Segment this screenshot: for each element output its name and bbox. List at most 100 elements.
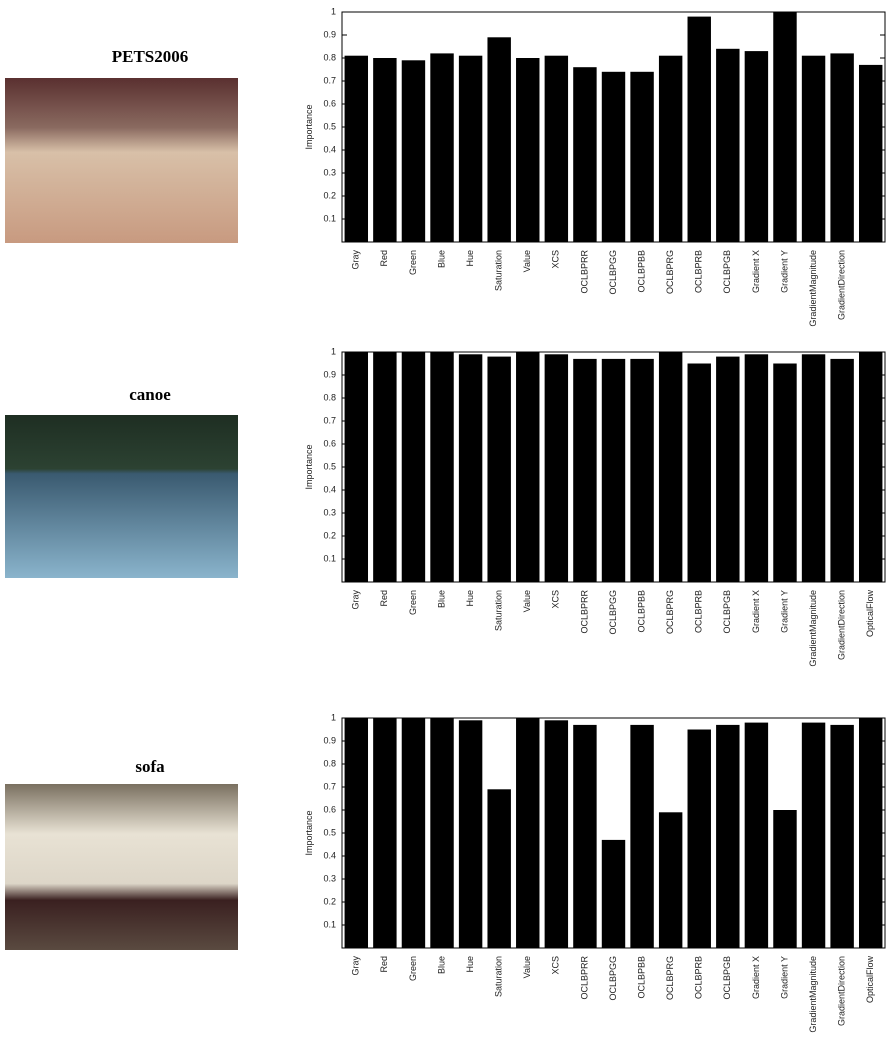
photo — [5, 78, 238, 243]
x-tick-label: OCLBPGG — [608, 956, 618, 1001]
y-axis-label: Importance — [304, 104, 314, 149]
x-tick-label: OCLBPRB — [694, 250, 704, 293]
y-tick-label: 0.4 — [323, 850, 336, 860]
y-tick-label: 0.9 — [323, 29, 336, 39]
bar — [373, 58, 397, 242]
y-tick-label: 0.6 — [323, 438, 336, 448]
bar — [430, 352, 454, 582]
bar — [458, 55, 483, 243]
y-tick-label: 0.2 — [323, 530, 336, 540]
x-tick-label: GradientDirection — [837, 590, 847, 660]
y-tick-label: 1 — [331, 6, 336, 16]
bar — [801, 722, 826, 948]
bar — [687, 363, 711, 582]
bar — [744, 51, 769, 242]
x-tick-label: Green — [408, 956, 418, 981]
bar — [658, 352, 683, 582]
bar — [630, 71, 654, 242]
y-tick-label: 1 — [331, 346, 336, 356]
x-tick-label: OCLBPRB — [694, 956, 704, 999]
y-tick-label: 0.1 — [323, 919, 336, 929]
y-tick-label: 0.6 — [323, 98, 336, 108]
y-tick-label: 0.2 — [323, 896, 336, 906]
bar — [544, 55, 569, 243]
x-tick-label: Blue — [436, 956, 446, 974]
y-tick-label: 0.8 — [323, 392, 336, 402]
y-tick-label: 0.5 — [323, 827, 336, 837]
bar — [344, 55, 369, 243]
bar — [658, 812, 683, 948]
x-tick-label: Saturation — [494, 956, 504, 997]
x-tick-label: Value — [522, 956, 532, 978]
bar — [573, 724, 597, 948]
bar — [516, 718, 540, 948]
x-tick-label: Green — [408, 250, 418, 275]
bar — [601, 839, 626, 948]
bar — [630, 358, 654, 582]
bar — [458, 354, 483, 582]
photo — [5, 415, 238, 578]
bar — [601, 358, 626, 582]
bar — [430, 53, 454, 243]
x-tick-label: OpticalFlow — [865, 590, 875, 638]
bar — [773, 363, 797, 582]
x-tick-label: OCLBPRR — [579, 250, 589, 294]
bar — [516, 352, 540, 582]
bar — [487, 356, 511, 582]
x-tick-label: OCLBPGB — [722, 956, 732, 1000]
bar — [858, 64, 883, 243]
bar — [687, 729, 711, 948]
y-tick-label: 0.8 — [323, 52, 336, 62]
bar — [830, 358, 854, 582]
y-tick-label: 0.4 — [323, 144, 336, 154]
chart-title: PETS2006 — [112, 47, 189, 66]
bar — [744, 354, 769, 582]
photo — [5, 784, 238, 950]
bar — [858, 718, 883, 948]
chart-title: sofa — [135, 757, 165, 776]
bar — [601, 71, 626, 242]
y-tick-label: 0.8 — [323, 758, 336, 768]
y-tick-label: 0.6 — [323, 804, 336, 814]
x-tick-label: OCLBPRG — [665, 250, 675, 294]
bar — [573, 358, 597, 582]
bar — [401, 60, 426, 242]
bar — [801, 354, 826, 582]
x-tick-label: Red — [379, 590, 389, 607]
x-tick-label: Gray — [351, 250, 361, 270]
x-tick-label: Green — [408, 590, 418, 615]
bar — [830, 724, 854, 948]
bar — [516, 58, 540, 242]
x-tick-label: OCLBPRR — [579, 590, 589, 634]
bar — [687, 16, 711, 242]
x-tick-label: Gradient X — [751, 590, 761, 633]
y-tick-label: 0.1 — [323, 553, 336, 563]
x-tick-label: OCLBPBB — [636, 956, 646, 999]
y-tick-label: 0.3 — [323, 873, 336, 883]
y-tick-label: 0.4 — [323, 484, 336, 494]
y-tick-label: 0.9 — [323, 369, 336, 379]
y-tick-label: 0.7 — [323, 781, 336, 791]
y-tick-label: 1 — [331, 712, 336, 722]
bar — [830, 53, 854, 243]
x-tick-label: Blue — [436, 250, 446, 268]
x-tick-label: Red — [379, 956, 389, 973]
y-tick-label: 0.3 — [323, 507, 336, 517]
x-tick-label: OCLBPRG — [665, 590, 675, 634]
bar — [630, 724, 654, 948]
bar — [344, 718, 369, 948]
x-tick-label: Gradient Y — [779, 956, 789, 999]
y-tick-label: 0.7 — [323, 75, 336, 85]
x-tick-label: XCS — [551, 590, 561, 609]
x-tick-label: OCLBPRG — [665, 956, 675, 1000]
bar — [744, 722, 769, 948]
x-tick-label: GradientMagnitude — [808, 250, 818, 327]
x-tick-label: OCLBPBB — [636, 250, 646, 293]
bar — [716, 48, 740, 242]
y-tick-label: 0.2 — [323, 190, 336, 200]
bar — [487, 37, 511, 242]
y-tick-label: 0.9 — [323, 735, 336, 745]
bar — [544, 354, 569, 582]
bar — [658, 55, 683, 243]
